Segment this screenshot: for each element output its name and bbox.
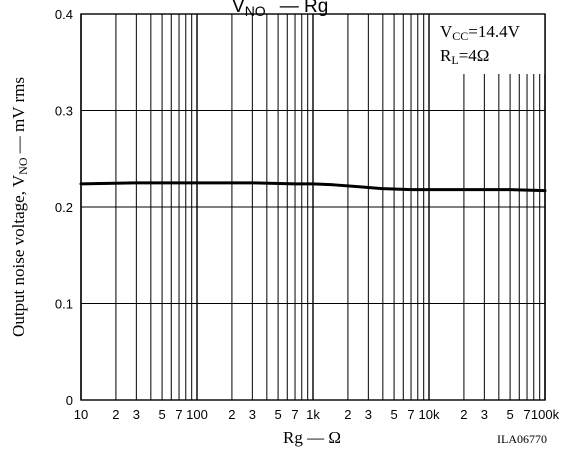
x-tick-label: 1k	[306, 407, 320, 422]
y-tick-label: 0	[66, 393, 73, 408]
x-tick-label: 10	[74, 407, 88, 422]
x-tick-label: 7	[175, 407, 182, 422]
x-tick-label: 2	[344, 407, 351, 422]
x-tick-label: 5	[158, 407, 165, 422]
x-tick-label: 100	[186, 407, 208, 422]
x-tick-label: 2	[228, 407, 235, 422]
x-tick-label: 3	[365, 407, 372, 422]
x-tick-label: 3	[133, 407, 140, 422]
y-tick-label: 0.1	[55, 297, 73, 312]
series-line	[79, 181, 547, 193]
figure-code: ILA06770	[497, 432, 547, 446]
x-tick-label: 2	[460, 407, 467, 422]
x-tick-label: 100k	[531, 407, 560, 422]
vcc-annotation: VCC=14.4V	[440, 22, 521, 43]
x-tick-label: 7	[523, 407, 530, 422]
x-tick-label: 5	[390, 407, 397, 422]
y-tick-label: 0.4	[55, 7, 73, 22]
x-tick-label: 2	[112, 407, 119, 422]
y-axis-label: Output noise voltage, VNO — mV rms	[9, 77, 30, 337]
x-tick-label: 10k	[419, 407, 440, 422]
x-axis-label: Rg — Ω	[283, 428, 341, 447]
x-tick-label: 5	[506, 407, 513, 422]
x-tick-label: 7	[291, 407, 298, 422]
conditions-box	[430, 14, 545, 74]
x-tick-labels: 2 3 5 7 2 3 5 7 2 3 5 7 2 3 5 710 100 1k 10k 100k	[74, 407, 560, 422]
y-tick-label: 0.3	[55, 104, 73, 119]
chart-title-fragment: VNO — Rg	[232, 0, 328, 19]
x-tick-label: 3	[481, 407, 488, 422]
plot-frame	[80, 13, 546, 401]
y-tick-labels: 0 0.1 0.2 0.3 0.4	[55, 7, 73, 408]
rl-annotation: RL=4Ω	[440, 46, 489, 67]
y-tick-label: 0.2	[55, 200, 73, 215]
x-tick-label: 7	[407, 407, 414, 422]
x-tick-label: 5	[274, 407, 281, 422]
x-tick-label: 3	[249, 407, 256, 422]
